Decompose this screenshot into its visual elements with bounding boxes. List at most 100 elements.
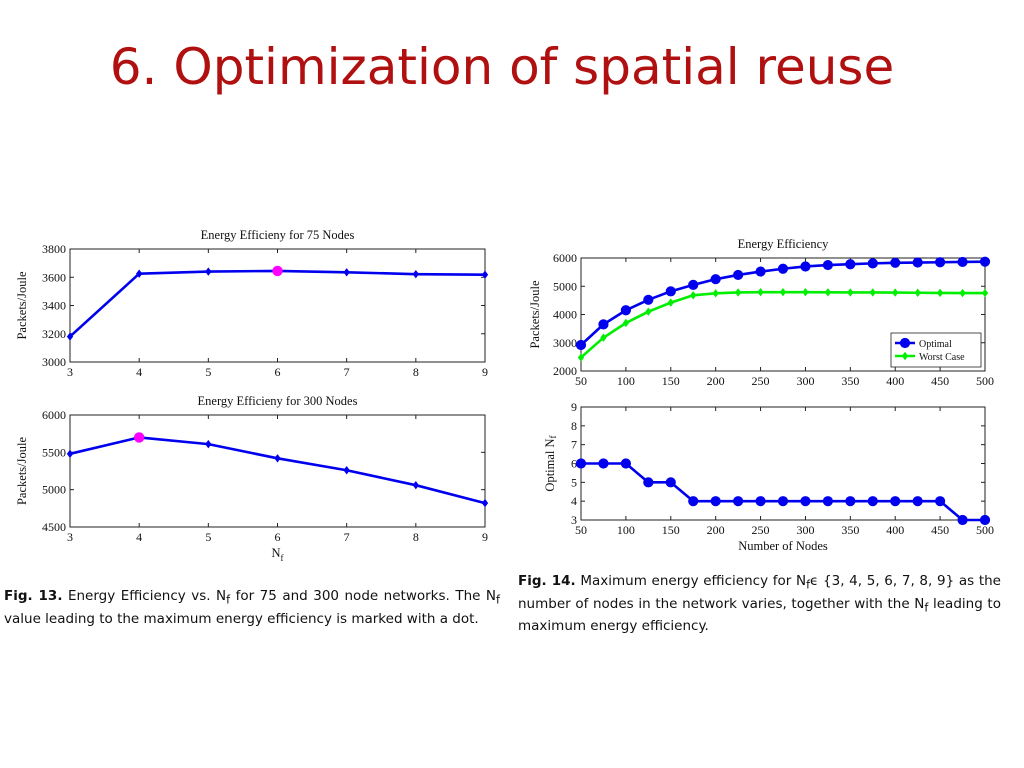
y-tick-label: 3 [571, 513, 577, 527]
data-point [912, 496, 923, 507]
y-axis-label: Packets/Joule [15, 437, 29, 505]
data-point [779, 287, 787, 297]
x-tick-label: 500 [976, 374, 994, 388]
data-point [845, 259, 856, 270]
chart-energy-efficiency: 2000 3000 4000 5000 6000 50 100 150 200 250 300 350… [528, 237, 994, 388]
data-point [205, 439, 212, 449]
data-point [688, 496, 699, 507]
chart-title: Energy Efficieny for 300 Nodes [198, 394, 358, 408]
data-point [755, 266, 766, 277]
data-point [343, 466, 350, 475]
data-point [822, 496, 833, 507]
series-line [69, 269, 486, 338]
chart-optimal-nf: 3 4 5 6 7 8 9 50 100 150 200 250 300 350 400 450 500 Opti… [543, 400, 994, 553]
y-tick-label: 5 [571, 475, 577, 489]
x-tick-label: 7 [344, 530, 350, 544]
y-tick-label: 3200 [42, 327, 66, 341]
data-point [712, 289, 719, 298]
chart-title: Energy Efficiency [738, 237, 830, 251]
data-point [643, 477, 654, 488]
y-tick-label: 3000 [42, 355, 66, 369]
y-axis-label-sub: f [548, 435, 558, 438]
x-tick-label: 50 [575, 523, 587, 537]
y-tick-label: 5500 [42, 445, 66, 459]
data-point [600, 333, 607, 342]
data-point [690, 291, 697, 300]
y-tick-label: 3800 [42, 242, 66, 256]
data-point [822, 259, 833, 271]
data-point [577, 353, 585, 362]
series-line [69, 436, 486, 505]
data-point [733, 269, 744, 281]
slide-title: 6. Optimization of spatial reuse [109, 38, 895, 96]
caption-fig14-text-a: Maximum energy efficiency for N [575, 573, 807, 589]
series-0 [66, 433, 489, 508]
data-point [914, 288, 921, 297]
x-tick-label: 100 [617, 523, 635, 537]
max-marker [133, 432, 145, 443]
y-tick-label: 4000 [553, 308, 577, 322]
y-tick-label: 4 [571, 494, 577, 508]
y-tick-label: 5000 [553, 279, 577, 293]
data-point [412, 269, 419, 279]
data-point [936, 288, 944, 298]
series-line [580, 260, 986, 346]
x-tick-label: 4 [136, 530, 142, 544]
y-tick-label: 8 [571, 419, 577, 433]
y-tick-label: 9 [571, 400, 577, 414]
data-point [935, 496, 946, 507]
data-point [777, 496, 789, 507]
data-point [892, 288, 899, 297]
data-point [890, 257, 901, 268]
data-point [935, 257, 946, 268]
x-tick-label: 250 [752, 374, 770, 388]
data-point [959, 288, 966, 298]
x-tick-label: 350 [841, 374, 859, 388]
data-point [979, 514, 991, 526]
x-tick-label: 3 [67, 365, 73, 379]
x-axis-label-sub: f [281, 553, 284, 563]
caption-fig14-sub2: f [924, 601, 929, 615]
x-tick-label: 9 [482, 365, 488, 379]
series-optimal [575, 256, 991, 351]
data-point [620, 458, 631, 469]
x-tick-label: 450 [931, 523, 949, 537]
x-tick-label: 200 [707, 374, 725, 388]
data-point [643, 294, 654, 305]
caption-fig14-label: Fig. 14. [518, 573, 576, 589]
chart-title: Energy Efficieny for 75 Nodes [201, 228, 355, 242]
chart-75-nodes: 3000 3200 3400 3600 3800 3 4 5 6 7 8 9 Energy Effici… [15, 228, 489, 379]
x-tick-label: 3 [67, 530, 73, 544]
data-point [912, 257, 923, 268]
y-axis-label: Packets/Joule [528, 280, 542, 348]
data-point [481, 270, 489, 279]
y-tick-label: 6000 [553, 251, 577, 265]
data-point [824, 288, 832, 297]
x-tick-label: 100 [617, 374, 635, 388]
data-point [136, 269, 143, 278]
x-tick-label: 200 [707, 523, 725, 537]
x-tick-label: 8 [413, 365, 419, 379]
x-tick-label: 6 [275, 365, 281, 379]
plot-frame [69, 414, 486, 528]
y-tick-label: 4500 [42, 520, 66, 534]
caption-fig14-sub: f [806, 578, 811, 592]
series-line [581, 462, 985, 522]
data-point [869, 288, 876, 297]
series-0 [575, 458, 991, 526]
legend-swatch-marker [901, 351, 909, 361]
x-tick-label: 450 [931, 374, 949, 388]
max-marker [272, 265, 283, 277]
x-axis-label: Nf [271, 546, 283, 563]
data-point [733, 496, 744, 507]
data-point [847, 288, 854, 297]
data-point [412, 480, 419, 490]
data-point [205, 267, 212, 276]
y-axis-label: Packets/Joule [15, 271, 29, 339]
data-point [757, 287, 764, 297]
data-point [710, 274, 721, 285]
data-point [867, 258, 878, 269]
data-point [890, 496, 901, 507]
data-point [755, 496, 766, 507]
data-point [274, 454, 281, 463]
